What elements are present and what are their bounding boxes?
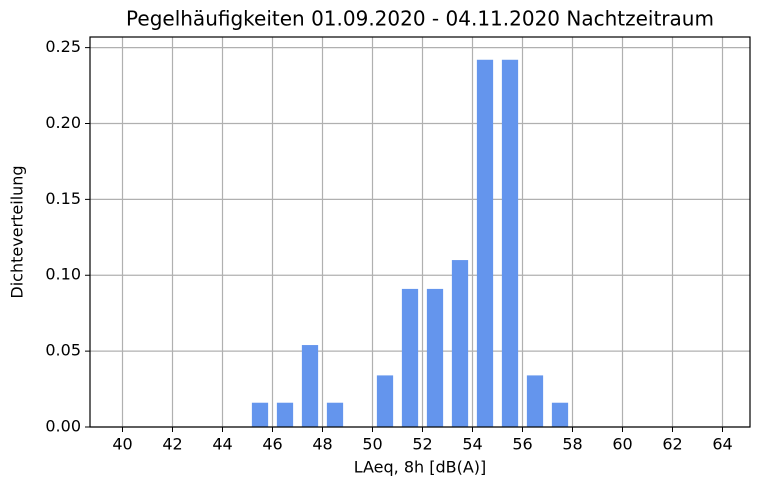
bar bbox=[476, 59, 494, 428]
bar bbox=[426, 288, 444, 427]
y-tick-label: 0.00 bbox=[45, 417, 81, 436]
x-tick-label: 48 bbox=[312, 435, 332, 454]
y-tick-label: 0.05 bbox=[45, 341, 81, 360]
bar bbox=[276, 402, 294, 427]
bar bbox=[301, 345, 319, 427]
y-tick-label: 0.25 bbox=[45, 37, 81, 56]
x-tick-label: 40 bbox=[112, 435, 132, 454]
x-tick-label: 62 bbox=[662, 435, 682, 454]
x-tick-label: 60 bbox=[612, 435, 632, 454]
y-tick-label: 0.20 bbox=[45, 113, 81, 132]
x-tick-label: 50 bbox=[362, 435, 382, 454]
x-tick-label: 64 bbox=[712, 435, 732, 454]
x-tick-label: 52 bbox=[412, 435, 432, 454]
y-tick-label: 0.15 bbox=[45, 189, 81, 208]
bar bbox=[376, 375, 394, 427]
bar bbox=[501, 59, 519, 428]
bar bbox=[451, 260, 469, 427]
bar bbox=[401, 288, 419, 427]
x-tick-label: 46 bbox=[262, 435, 282, 454]
x-tick-label: 56 bbox=[512, 435, 532, 454]
bar bbox=[526, 375, 544, 427]
x-tick-label: 54 bbox=[462, 435, 482, 454]
x-tick-label: 42 bbox=[162, 435, 182, 454]
bar bbox=[326, 402, 344, 427]
x-tick-label: 44 bbox=[212, 435, 232, 454]
bar bbox=[251, 402, 269, 427]
plot-frame bbox=[89, 36, 751, 428]
y-axis-label: Dichteverteilung bbox=[8, 165, 27, 298]
x-tick-label: 58 bbox=[562, 435, 582, 454]
chart-title: Pegelhäufigkeiten 01.09.2020 - 04.11.202… bbox=[126, 7, 714, 31]
bar bbox=[551, 402, 569, 427]
y-tick-label: 0.10 bbox=[45, 265, 81, 284]
x-axis-label: LAeq, 8h [dB(A)] bbox=[354, 458, 487, 477]
